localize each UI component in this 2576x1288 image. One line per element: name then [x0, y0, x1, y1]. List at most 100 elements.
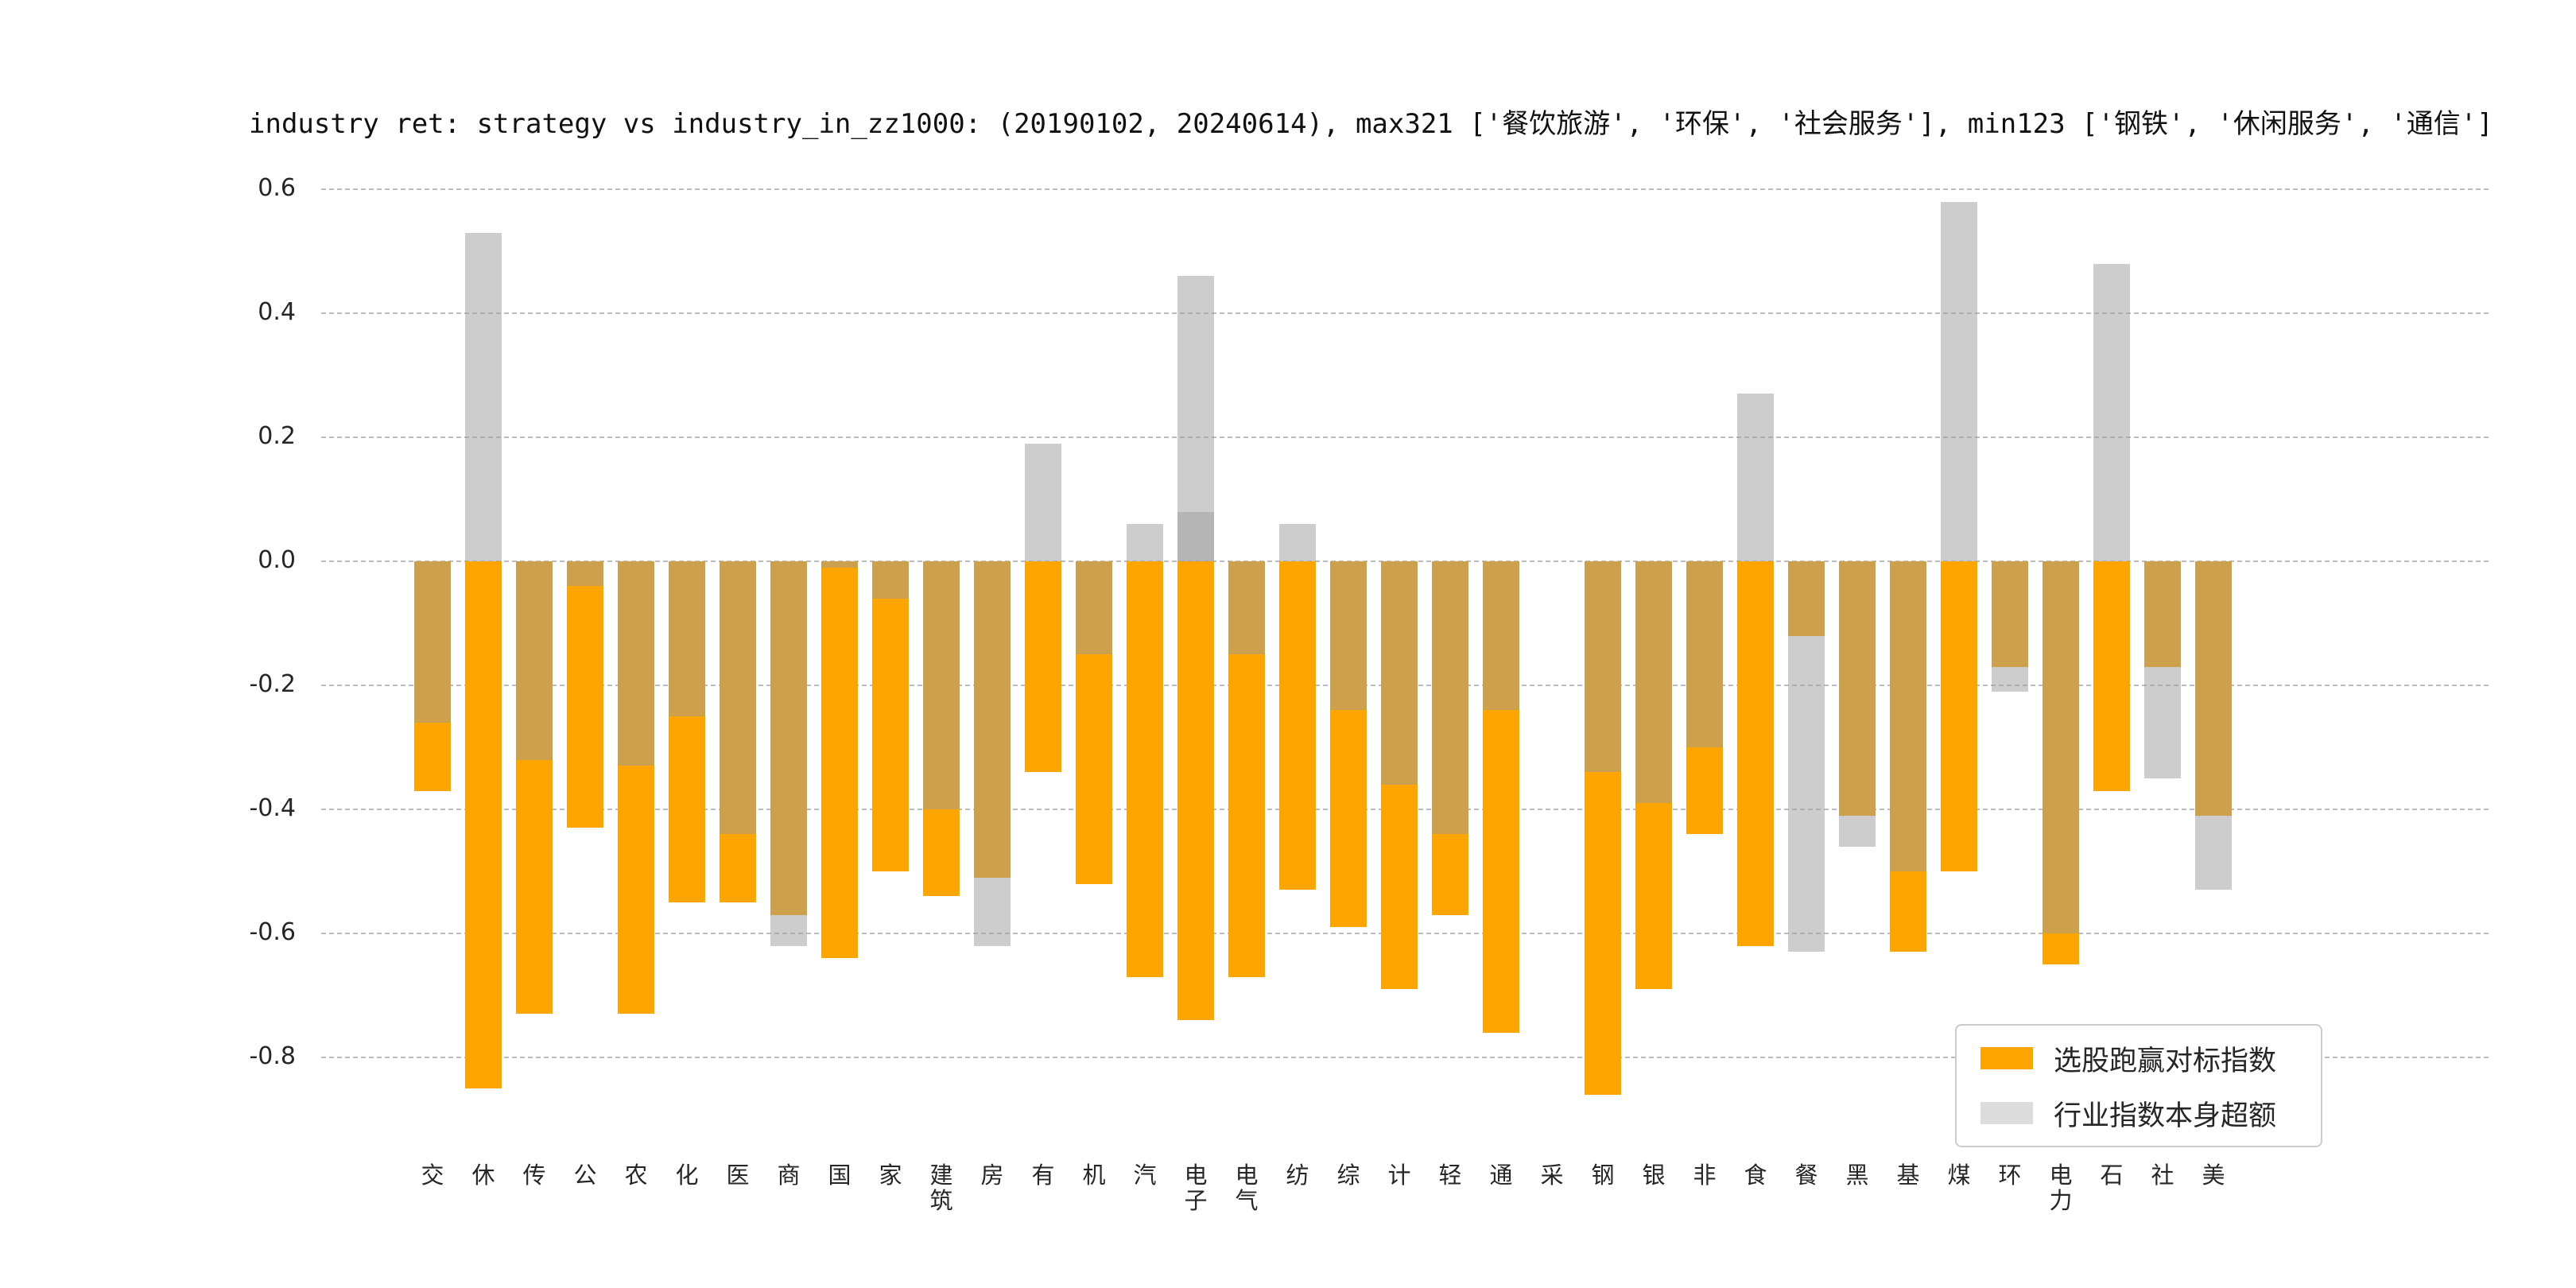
x-tick-label: 化	[675, 1162, 699, 1189]
x-tick-label: 采	[1540, 1162, 1564, 1189]
x-tick-label: 商	[777, 1162, 801, 1189]
bar-industry	[1076, 561, 1112, 654]
bar-industry	[1127, 524, 1163, 561]
bar-strategy	[1737, 561, 1774, 946]
y-tick-label: -0.4	[249, 794, 296, 822]
x-tick-label: 美	[2202, 1162, 2225, 1189]
bar-strategy	[821, 561, 858, 959]
legend-swatch-industry	[1980, 1102, 2033, 1124]
bar-industry	[1992, 561, 2028, 692]
legend-label-industry: 行业指数本身超额	[2054, 1100, 2277, 1132]
x-tick-label: 休	[471, 1162, 495, 1189]
x-tick-label: 汽	[1133, 1162, 1157, 1189]
y-gridline	[321, 1057, 2489, 1058]
x-tick-label: 计	[1387, 1162, 1411, 1189]
y-tick-label: 0.4	[258, 298, 296, 326]
bar-industry	[1788, 561, 1825, 952]
x-tick-label: 国	[828, 1162, 852, 1189]
x-tick-label: 电气	[1235, 1162, 1259, 1215]
legend: 选股跑赢对标指数 行业指数本身超额	[1955, 1024, 2322, 1147]
bar-industry	[872, 561, 909, 599]
bar-industry	[1025, 443, 1061, 561]
bar-strategy	[1025, 561, 1061, 773]
bar-industry	[2093, 263, 2130, 561]
x-tick-label: 黑	[1845, 1162, 1869, 1189]
bar-strategy	[872, 561, 909, 871]
x-tick-label: 银	[1642, 1162, 1666, 1189]
bar-strategy	[1127, 561, 1163, 977]
bar-industry	[1839, 561, 1876, 847]
y-tick-label: -0.8	[249, 1042, 296, 1070]
x-tick-label: 石	[2100, 1162, 2124, 1189]
bar-industry	[974, 561, 1011, 946]
bar-industry	[465, 232, 502, 561]
x-tick-label: 通	[1489, 1162, 1513, 1189]
bar-industry	[618, 561, 654, 766]
x-tick-label: 综	[1336, 1162, 1360, 1189]
y-gridline	[321, 188, 2489, 190]
x-tick-label: 电子	[1184, 1162, 1208, 1215]
chart-title: industry ret: strategy vs industry_in_zz…	[249, 108, 2493, 140]
bar-industry	[1686, 561, 1723, 747]
x-tick-label: 建筑	[929, 1162, 953, 1215]
bar-industry	[1228, 561, 1265, 654]
x-tick-label: 机	[1082, 1162, 1106, 1189]
bar-industry	[1635, 561, 1672, 804]
x-tick-label: 轻	[1438, 1162, 1462, 1189]
bar-strategy	[1941, 561, 1977, 871]
bar-strategy	[465, 561, 502, 1088]
y-tick-label: -0.2	[249, 670, 296, 698]
bar-industry	[2144, 561, 2181, 778]
x-tick-label: 房	[980, 1162, 1004, 1189]
x-tick-label: 交	[421, 1162, 444, 1189]
x-tick-label: 有	[1031, 1162, 1055, 1189]
bar-industry	[1737, 394, 1774, 561]
bar-industry	[1381, 561, 1418, 785]
y-gridline	[321, 312, 2489, 314]
y-gridline	[321, 436, 2489, 438]
bar-industry	[567, 561, 603, 587]
bar-strategy	[2093, 561, 2130, 791]
y-tick-label: 0.0	[258, 546, 296, 574]
y-tick-label: 0.2	[258, 422, 296, 450]
x-tick-label: 基	[1896, 1162, 1920, 1189]
bar-industry-overlay	[1177, 511, 1214, 561]
x-tick-label: 社	[2151, 1162, 2174, 1189]
y-tick-label: -0.6	[249, 918, 296, 946]
legend-item-industry: 行业指数本身超额	[1980, 1093, 2297, 1134]
bar-strategy	[567, 561, 603, 828]
bar-industry	[1890, 561, 1926, 871]
x-tick-label: 电力	[2049, 1162, 2073, 1215]
bar-industry	[720, 561, 756, 835]
bar-industry	[821, 561, 858, 568]
x-tick-label: 医	[726, 1162, 750, 1189]
x-tick-label: 煤	[1947, 1162, 1971, 1189]
bar-industry	[1585, 561, 1621, 773]
legend-item-strategy: 选股跑赢对标指数	[1980, 1038, 2297, 1079]
bar-industry	[2195, 561, 2232, 890]
bar-industry	[1483, 561, 1519, 711]
bar-industry	[2043, 561, 2079, 933]
bar-industry	[1330, 561, 1367, 711]
x-tick-label: 环	[1998, 1162, 2022, 1189]
x-tick-label: 传	[522, 1162, 546, 1189]
x-tick-label: 餐	[1794, 1162, 1818, 1189]
bar-industry	[516, 561, 553, 760]
bar-industry	[770, 561, 807, 946]
x-tick-label: 农	[624, 1162, 648, 1189]
legend-label-strategy: 选股跑赢对标指数	[2054, 1045, 2277, 1077]
x-tick-label: 公	[573, 1162, 597, 1189]
bar-industry	[669, 561, 705, 716]
legend-swatch-strategy	[1980, 1047, 2033, 1069]
bar-industry	[1432, 561, 1468, 835]
x-tick-label: 食	[1744, 1162, 1767, 1189]
bar-industry	[1279, 524, 1316, 561]
x-tick-label: 家	[879, 1162, 902, 1189]
bar-strategy	[1279, 561, 1316, 890]
bar-strategy	[1177, 561, 1214, 1021]
x-tick-label: 纺	[1286, 1162, 1309, 1189]
bar-industry	[1941, 201, 1977, 561]
x-tick-label: 非	[1693, 1162, 1717, 1189]
y-tick-label: 0.6	[258, 174, 296, 202]
